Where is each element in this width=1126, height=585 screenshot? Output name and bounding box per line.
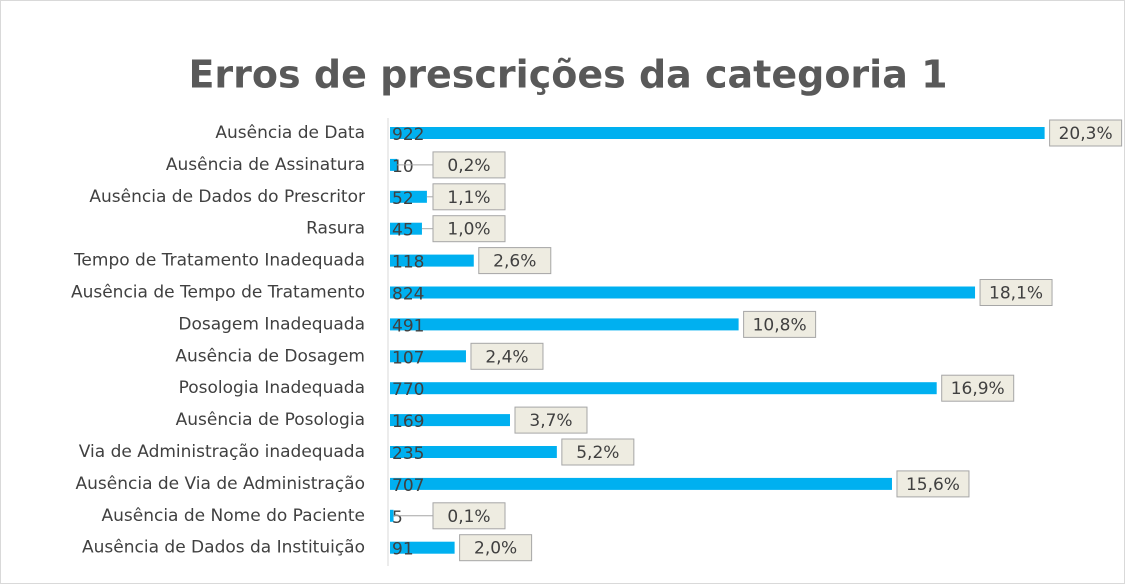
bar	[390, 286, 976, 299]
value-label: 91	[392, 540, 414, 560]
percent-box	[459, 534, 533, 562]
percent-label: 5,2%	[576, 443, 619, 463]
value-label: 10	[392, 157, 414, 177]
bar	[390, 509, 394, 522]
bar	[390, 127, 1045, 139]
percent-box	[743, 310, 817, 338]
y-tick-label: Ausência de Dados da Instituição	[82, 538, 365, 558]
y-tick-label: Via de Administração inadequada	[79, 442, 365, 462]
value-label: 52	[392, 189, 414, 209]
y-tick-label: Dosagem Inadequada	[178, 314, 365, 334]
value-label: 770	[392, 380, 424, 400]
bar	[390, 158, 398, 171]
bar	[390, 190, 427, 203]
value-label: 922	[392, 125, 424, 145]
percent-label: 2,6%	[493, 252, 536, 272]
bar	[390, 222, 422, 235]
bar	[390, 446, 557, 458]
percent-box	[561, 438, 635, 466]
y-tick-label: Ausência de Nome do Paciente	[101, 506, 365, 526]
value-label: 118	[392, 253, 424, 273]
value-label: 491	[392, 316, 424, 336]
percent-box	[1049, 119, 1123, 147]
percent-label: 10,8%	[753, 315, 807, 335]
y-tick-label: Ausência de Assinatura	[166, 155, 365, 175]
percent-label: 1,1%	[447, 188, 490, 208]
value-label: 707	[392, 476, 424, 496]
value-label: 235	[392, 444, 424, 464]
bar	[390, 414, 510, 427]
y-tick-label: Ausência de Tempo de Tratamento	[71, 283, 365, 303]
chart-title: Erros de prescrições da categoria 1	[188, 53, 947, 97]
percent-box	[470, 342, 544, 370]
percent-box	[432, 151, 506, 179]
percent-label: 0,1%	[447, 507, 490, 527]
percent-box	[432, 215, 506, 243]
percent-box	[432, 183, 506, 211]
percent-box	[478, 247, 552, 275]
y-tick-label: Ausência de Dados do Prescritor	[89, 187, 365, 207]
percent-box	[896, 470, 970, 498]
percent-label: 20,3%	[1059, 124, 1113, 144]
y-tick-label: Rasura	[306, 219, 365, 239]
value-label: 107	[392, 348, 424, 368]
percent-label: 3,7%	[529, 411, 572, 431]
y-tick-label: Ausência de Posologia	[176, 410, 365, 430]
y-tick-label: Ausência de Dosagem	[175, 346, 365, 366]
bar	[390, 477, 892, 490]
percent-box	[941, 374, 1015, 402]
y-tick-label: Posologia Inadequada	[179, 378, 365, 398]
y-tick-label: Ausência de Via de Administração	[76, 474, 366, 494]
y-tick-label: Tempo de Tratamento Inadequada	[73, 251, 365, 271]
percent-label: 18,1%	[989, 284, 1043, 304]
percent-label: 15,6%	[906, 475, 960, 495]
percent-box	[979, 279, 1053, 306]
percent-box	[514, 406, 588, 434]
percent-label: 1,0%	[447, 220, 490, 240]
value-label: 824	[392, 285, 424, 305]
percent-label: 2,0%	[474, 539, 517, 559]
percent-box	[432, 502, 506, 530]
bar	[390, 350, 466, 363]
bar	[390, 541, 455, 554]
y-tick-label: Ausência de Data	[215, 123, 365, 143]
value-label: 169	[392, 412, 424, 432]
percent-label: 0,2%	[447, 156, 490, 176]
bar	[390, 382, 937, 395]
percent-label: 2,4%	[485, 347, 528, 367]
percent-label: 16,9%	[951, 379, 1005, 399]
value-label: 5	[392, 508, 403, 528]
bar	[390, 254, 474, 267]
bar	[390, 318, 739, 331]
value-label: 45	[392, 221, 414, 241]
